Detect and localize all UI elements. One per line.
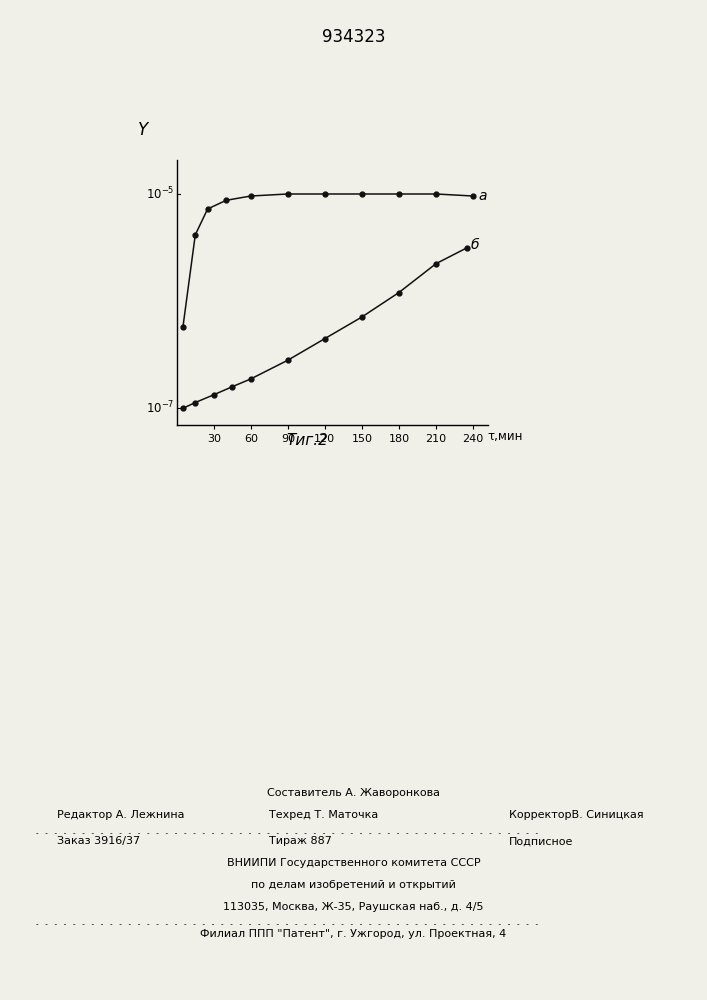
Text: $10^{-7}$: $10^{-7}$	[146, 400, 175, 417]
Text: Τиг.2: Τиг.2	[286, 433, 329, 448]
Text: 113035, Москва, Ж-35, Раушская наб., д. 4/5: 113035, Москва, Ж-35, Раушская наб., д. …	[223, 902, 484, 912]
Text: a: a	[478, 189, 486, 203]
Text: по делам изобретений и открытий: по делам изобретений и открытий	[251, 880, 456, 890]
Text: КорректорВ. Синицкая: КорректорВ. Синицкая	[509, 810, 643, 820]
Text: 934323: 934323	[322, 28, 385, 46]
Text: Составитель А. Жаворонкова: Составитель А. Жаворонкова	[267, 788, 440, 798]
Text: Тираж 887: Тираж 887	[269, 836, 332, 846]
Text: ВНИИПИ Государственного комитета СССР: ВНИИПИ Государственного комитета СССР	[227, 858, 480, 868]
Text: Редактор А. Лежнина: Редактор А. Лежнина	[57, 810, 184, 820]
Text: τ,мин: τ,мин	[488, 430, 523, 443]
Text: Подписное: Подписное	[509, 836, 573, 846]
Text: Филиал ППП "Патент", г. Ужгород, ул. Проектная, 4: Филиал ППП "Патент", г. Ужгород, ул. Про…	[200, 929, 507, 939]
Text: Техред Т. Маточка: Техред Т. Маточка	[269, 810, 378, 820]
Text: $10^{-5}$: $10^{-5}$	[146, 186, 175, 202]
Text: - - - - - - - - - - - - - - - - - - - - - - - - - - - - - - - - - - - - - - - - : - - - - - - - - - - - - - - - - - - - - …	[35, 920, 544, 929]
Text: - - - - - - - - - - - - - - - - - - - - - - - - - - - - - - - - - - - - - - - - : - - - - - - - - - - - - - - - - - - - - …	[35, 829, 544, 838]
Text: Заказ 3916/37: Заказ 3916/37	[57, 836, 140, 846]
Text: б: б	[471, 238, 479, 252]
Text: Y: Y	[137, 121, 148, 139]
